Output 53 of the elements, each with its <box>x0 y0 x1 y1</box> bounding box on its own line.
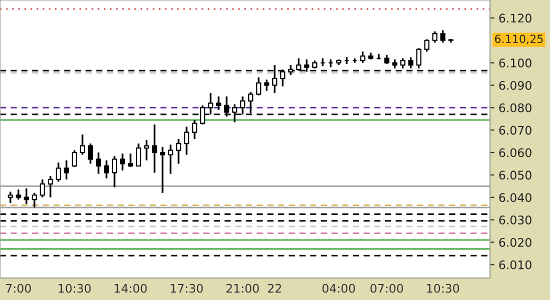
candlestick <box>424 38 430 52</box>
y-tick-label: 6.100 <box>499 58 532 68</box>
candlestick <box>176 138 182 165</box>
y-tick-label: 6.070 <box>499 126 532 135</box>
x-tick-label: 17:30 <box>170 284 203 293</box>
candlestick <box>184 126 190 156</box>
candlestick <box>152 124 158 174</box>
candlestick <box>264 78 270 92</box>
candlestick <box>440 29 446 44</box>
x-tick-label: 10:30 <box>58 284 91 293</box>
y-tick-label: 6.020 <box>499 238 532 247</box>
y-tick-label: 6.090 <box>499 80 532 90</box>
candlestick <box>48 175 54 198</box>
candlestick <box>80 134 86 156</box>
y-tick-label: 6.010 <box>499 260 532 270</box>
candlestick <box>56 162 62 182</box>
x-tick-label: 7:00 <box>6 284 31 293</box>
candlestick <box>432 30 438 44</box>
y-tick-label: 6.060 <box>499 148 532 158</box>
y-tick-label: 6.040 <box>499 193 532 202</box>
candlestick <box>160 146 166 194</box>
candlestick <box>16 188 21 200</box>
candlestick <box>8 190 13 204</box>
x-tick-label: 07:00 <box>370 284 403 293</box>
candlestick <box>256 76 262 96</box>
candlestick <box>136 142 142 167</box>
candlestick <box>72 149 78 168</box>
y-tick-label: 6.050 <box>499 170 532 180</box>
candlestick <box>400 57 406 70</box>
candlestick <box>88 142 94 165</box>
x-tick-label: 22 <box>268 284 281 293</box>
candlestick <box>32 192 37 208</box>
candlestick <box>120 152 126 172</box>
candlestick <box>360 50 366 64</box>
candlestick <box>216 96 222 111</box>
x-tick-label: 14:00 <box>114 284 147 293</box>
candlestick <box>24 188 29 205</box>
candlestick <box>64 160 70 180</box>
candlestick <box>168 144 174 175</box>
candlestick <box>96 152 102 175</box>
candlestick <box>128 152 134 168</box>
x-tick-label: 04:00 <box>322 284 355 293</box>
x-tick-label: 21:00 <box>226 284 259 293</box>
y-tick-label: 6.030 <box>499 216 532 224</box>
candlestick <box>144 139 150 162</box>
candlestick <box>40 178 45 198</box>
candlestick <box>104 160 110 180</box>
candlestick <box>112 155 118 188</box>
y-tick-label: 6.080 <box>499 103 532 112</box>
x-tick-label: 10:30 <box>427 284 460 293</box>
candlestick <box>192 119 198 140</box>
text: 6.110,25 <box>494 34 543 44</box>
y-tick-label: 6.120 <box>499 14 532 23</box>
